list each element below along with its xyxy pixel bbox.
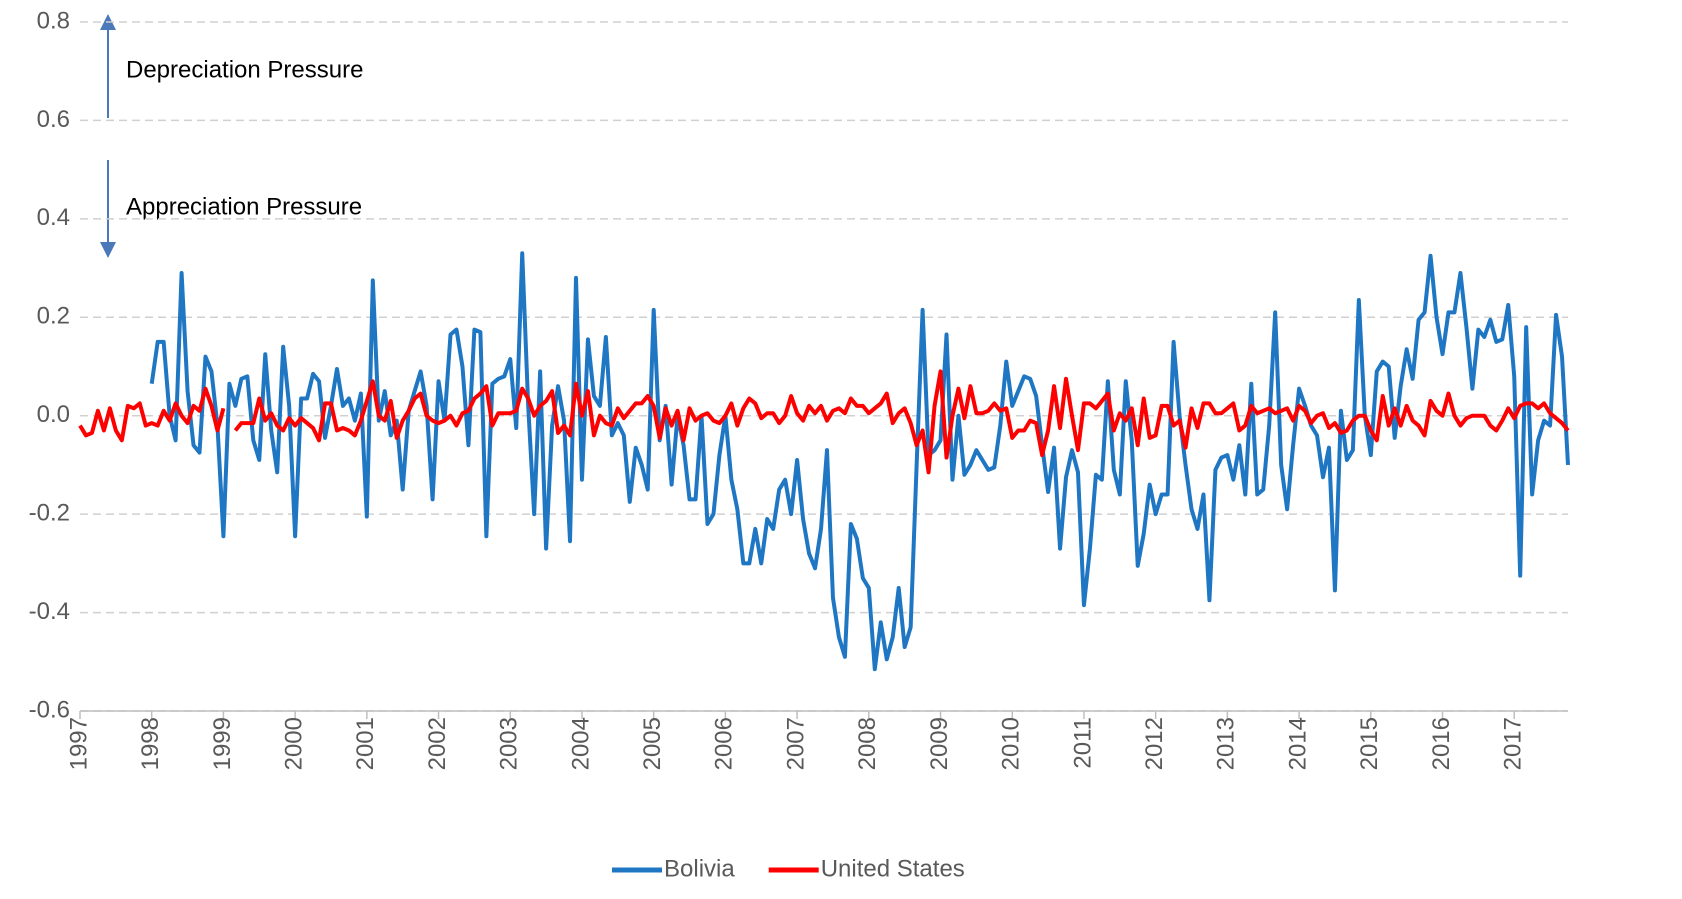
x-tick-label: 2000 <box>280 717 307 770</box>
x-tick-label: 2011 <box>1069 717 1096 769</box>
x-tick-label: 2012 <box>1141 717 1168 770</box>
x-tick-label: 2005 <box>639 717 666 770</box>
series-line <box>78 386 226 443</box>
x-tick-label: 1999 <box>209 717 236 770</box>
annotation: Appreciation Pressure <box>126 193 362 220</box>
x-tick-label: 1997 <box>65 717 92 770</box>
y-tick-label: -0.4 <box>29 598 70 625</box>
x-tick-label: 2010 <box>998 717 1025 770</box>
y-tick-label: 0.8 <box>37 7 70 34</box>
y-tick-label: -0.2 <box>29 499 70 526</box>
x-tick-label: 2013 <box>1213 717 1240 770</box>
legend-label: United States <box>821 855 965 882</box>
y-tick-label: 0.6 <box>37 106 70 133</box>
y-tick-label: 0.0 <box>37 401 70 428</box>
x-tick-label: 2004 <box>567 717 594 770</box>
series-line <box>149 251 1570 672</box>
x-tick-label: 2017 <box>1500 717 1527 770</box>
legend-label: Bolivia <box>664 855 735 882</box>
series-line <box>233 369 1570 475</box>
x-tick-label: 2007 <box>782 717 809 770</box>
x-tick-label: 2003 <box>496 717 523 770</box>
x-tick-label: 2008 <box>854 717 881 770</box>
y-tick-label: 0.4 <box>37 204 70 231</box>
x-tick-label: 2002 <box>424 717 451 770</box>
annotation: Depreciation Pressure <box>126 56 363 83</box>
x-tick-label: 2006 <box>711 717 738 770</box>
y-tick-label: 0.2 <box>37 303 70 330</box>
x-tick-label: 2016 <box>1428 717 1455 770</box>
x-tick-label: 2001 <box>352 717 379 770</box>
y-tick-label: -0.6 <box>29 696 70 723</box>
x-tick-label: 1998 <box>137 717 164 770</box>
x-tick-label: 2015 <box>1356 717 1383 770</box>
x-tick-label: 2009 <box>926 717 953 770</box>
x-tick-label: 2014 <box>1284 717 1311 770</box>
